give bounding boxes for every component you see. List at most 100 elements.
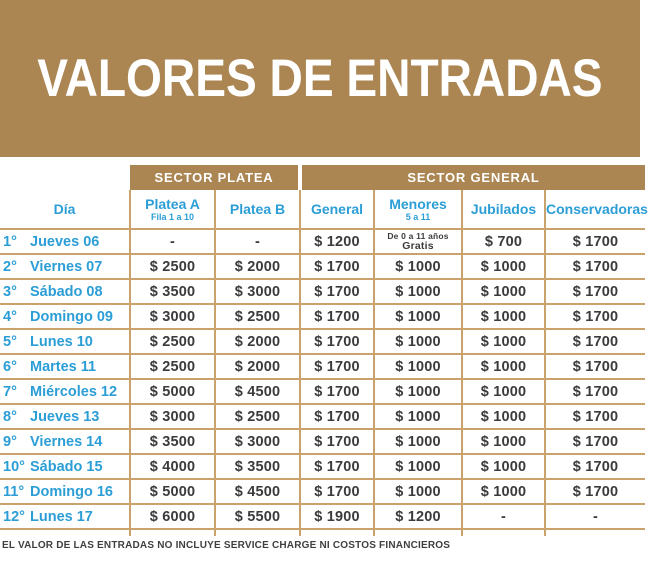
menores-note-line2: Gratis (402, 239, 434, 252)
cell-jubilados: $ 1000 (461, 378, 546, 404)
col-header-general: General (299, 190, 375, 229)
cell-jubilados: $ 1000 (461, 328, 546, 354)
col-header-platea-a: Platea A Fila 1 a 10 (129, 190, 215, 229)
day-cell: 6° Martes 11 (0, 353, 130, 379)
table-row: 1° Jueves 06- - $ 1200 De 0 a 11 años Gratis $… (0, 228, 646, 254)
day-cell: 1° Jueves 06 (0, 228, 130, 254)
sector-band-row: SECTOR PLATEA SECTOR GENERAL (0, 165, 646, 190)
cell-menores: $ 1000 (373, 278, 463, 304)
day-cell: 8° Jueves 13 (0, 403, 130, 429)
table-row: 10° Sábado 15 $ 4000 $ 3500 $ 1700 $ 1000 $ 10… (0, 453, 646, 479)
table-row: 8° Jueves 13 $ 3000 $ 2500 $ 1700 $ 1000 $ 100… (0, 403, 646, 429)
cell-platea_b: $ 4500 (213, 378, 301, 404)
cell-jubilados: $ 1000 (461, 403, 546, 429)
day-name: Miércoles 12 (30, 383, 118, 400)
cell-platea_b: - (213, 228, 301, 254)
cell-general: $ 1700 (299, 428, 375, 454)
day-ordinal: 4° (3, 308, 17, 325)
cell-menores: $ 1000 (373, 428, 463, 454)
day-cell: 12° Lunes 17 (0, 503, 130, 529)
stub-cell (544, 528, 646, 536)
col-header-menores: Menores 5 a 11 (373, 190, 463, 229)
cell-platea_a: $ 5000 (129, 378, 215, 404)
cell-conservadoras: $ 1700 (544, 428, 646, 454)
table-bottom-stub (0, 528, 646, 536)
day-cell: 2° Viernes 07 (0, 253, 130, 279)
cell-platea_b: $ 2500 (213, 303, 301, 329)
cell-platea_a: - (129, 228, 215, 254)
cell-menores: $ 1000 (373, 453, 463, 479)
day-ordinal: 7° (3, 383, 17, 400)
band-spacer (0, 165, 130, 190)
stub-cell (213, 528, 301, 536)
cell-platea_a: $ 2500 (129, 253, 215, 279)
day-ordinal: 2° (3, 258, 17, 275)
day-ordinal: 5° (3, 333, 17, 350)
cell-general: $ 1700 (299, 378, 375, 404)
table-row: 9° Viernes 14 $ 3500 $ 3000 $ 1700 $ 1000 $ 10… (0, 428, 646, 454)
stub-cell (299, 528, 375, 536)
day-name: Viernes 14 (30, 433, 103, 450)
cell-platea_a: $ 3500 (129, 428, 215, 454)
cell-menores: $ 1000 (373, 253, 463, 279)
cell-conservadoras: $ 1700 (544, 403, 646, 429)
cell-menores: $ 1000 (373, 378, 463, 404)
cell-conservadoras: $ 1700 (544, 253, 646, 279)
cell-platea_b: $ 2000 (213, 253, 301, 279)
cell-conservadoras: $ 1700 (544, 278, 646, 304)
day-name: Sábado 15 (30, 458, 103, 475)
col-header-platea-b: Platea B (213, 190, 301, 229)
column-header-row: Día Platea A Fila 1 a 10 Platea B Genera… (0, 190, 648, 229)
cell-platea_a: $ 3000 (129, 403, 215, 429)
cell-menores: $ 1000 (373, 328, 463, 354)
cell-general: $ 1200 (299, 228, 375, 254)
table-row: 12° Lunes 17 $ 6000 $ 5500 $ 1900 $ 1200- - (0, 503, 646, 529)
day-cell: 11° Domingo 16 (0, 478, 130, 504)
col-header-platea-a-label: Platea A (145, 195, 200, 212)
price-table-area: SECTOR PLATEA SECTOR GENERAL Día Platea … (0, 165, 650, 536)
day-ordinal: 10° (3, 458, 25, 475)
day-cell: 4° Domingo 09 (0, 303, 130, 329)
col-header-menores-sublabel: 5 a 11 (405, 211, 431, 222)
cell-general: $ 1700 (299, 353, 375, 379)
day-cell: 5° Lunes 10 (0, 328, 130, 354)
cell-conservadoras: $ 1700 (544, 478, 646, 504)
table-row: 7° Miércoles 12 $ 5000 $ 4500 $ 1700 $ 1000 $ … (0, 378, 646, 404)
cell-platea_a: $ 2500 (129, 328, 215, 354)
cell-conservadoras: $ 1700 (544, 378, 646, 404)
cell-conservadoras: $ 1700 (544, 303, 646, 329)
cell-platea_b: $ 5500 (213, 503, 301, 529)
cell-platea_a: $ 2500 (129, 353, 215, 379)
day-ordinal: 1° (3, 233, 17, 250)
col-header-menores-label: Menores (389, 195, 447, 212)
day-cell: 3° Sábado 08 (0, 278, 130, 304)
price-table-body: 1° Jueves 06- - $ 1200 De 0 a 11 años Gratis $… (0, 228, 646, 536)
cell-platea_a: $ 5000 (129, 478, 215, 504)
cell-jubilados: $ 1000 (461, 253, 546, 279)
cell-general: $ 1700 (299, 278, 375, 304)
cell-general: $ 1700 (299, 303, 375, 329)
day-name: Lunes 10 (30, 333, 93, 350)
day-name: Domingo 16 (30, 483, 113, 500)
cell-general: $ 1700 (299, 478, 375, 504)
table-row: 4° Domingo 09 $ 3000 $ 2500 $ 1700 $ 1000 $ 10… (0, 303, 646, 329)
cell-menores: $ 1000 (373, 403, 463, 429)
cell-jubilados: $ 1000 (461, 478, 546, 504)
cell-platea_b: $ 3000 (213, 428, 301, 454)
stub-cell (129, 528, 215, 536)
cell-platea_b: $ 3500 (213, 453, 301, 479)
day-cell: 10° Sábado 15 (0, 453, 130, 479)
cell-conservadoras: - (544, 503, 646, 529)
cell-jubilados: $ 700 (461, 228, 546, 254)
day-ordinal: 9° (3, 433, 17, 450)
cell-general: $ 1700 (299, 403, 375, 429)
table-row: 5° Lunes 10 $ 2500 $ 2000 $ 1700 $ 1000 $ 1000… (0, 328, 646, 354)
day-name: Domingo 09 (30, 308, 113, 325)
stub-cell (373, 528, 463, 536)
day-name: Jueves 13 (30, 408, 100, 425)
cell-menores: $ 1200 (373, 503, 463, 529)
col-header-dia: Día (53, 200, 76, 217)
day-name: Sábado 08 (30, 283, 103, 300)
page-title: VALORES DE ENTRADAS (37, 49, 603, 108)
day-cell: 9° Viernes 14 (0, 428, 130, 454)
